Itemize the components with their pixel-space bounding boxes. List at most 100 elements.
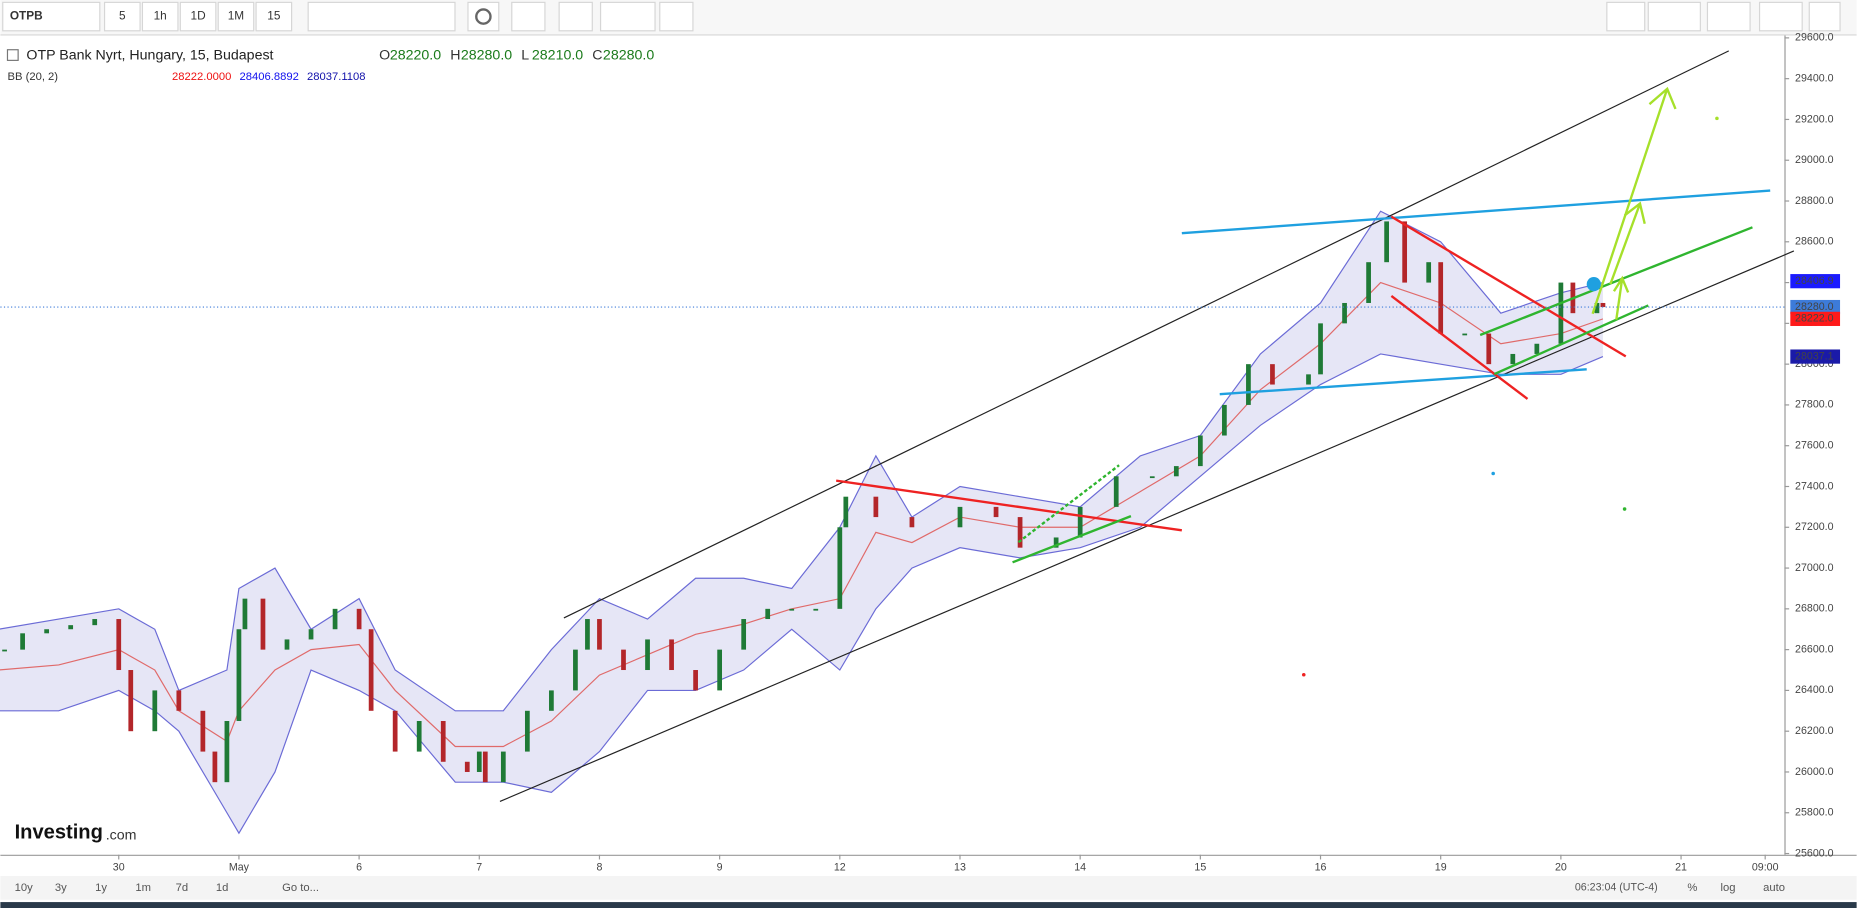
layout-button[interactable]: [1647, 1, 1701, 32]
interval-button[interactable]: [179, 1, 217, 32]
snapshot-button[interactable]: [1606, 1, 1646, 32]
log-toggle[interactable]: log: [1720, 882, 1735, 894]
x-tick-label: 9: [717, 862, 723, 874]
candle: [1534, 343, 1540, 354]
x-tick-label: May: [229, 862, 250, 874]
candle: [116, 619, 122, 671]
candle: [212, 751, 218, 783]
candle: [645, 639, 650, 671]
x-tick-label: 12: [834, 862, 846, 874]
candle: [693, 670, 698, 691]
y-tick-label: 25800.0: [1795, 807, 1834, 819]
y-tick-label: 27800.0: [1795, 399, 1834, 411]
candle: [176, 690, 182, 711]
candle: [200, 710, 206, 752]
candle: [717, 649, 723, 691]
range-button[interactable]: 7d: [176, 882, 189, 894]
y-tick-label: 29600.0: [1795, 32, 1834, 44]
undo-redo[interactable]: [599, 1, 656, 32]
candle: [92, 619, 98, 626]
candle: [1438, 262, 1444, 334]
candle: [1594, 302, 1600, 314]
y-tick-label: 29400.0: [1795, 72, 1834, 84]
footer-bar: [0, 876, 1857, 900]
bottom-strip: [0, 902, 1857, 908]
candle: [1246, 364, 1251, 405]
candle: [957, 506, 963, 528]
interval-label: 15: [267, 9, 281, 23]
candle: [549, 690, 554, 711]
interval-button[interactable]: [141, 1, 179, 32]
interval-label: 1M: [228, 9, 244, 23]
y-tick-label: 28800.0: [1795, 195, 1834, 207]
candle: [524, 710, 530, 752]
candle: [837, 527, 843, 609]
interval-button[interactable]: [217, 1, 255, 32]
range-button[interactable]: 1m: [135, 882, 151, 894]
save-button[interactable]: [1758, 1, 1803, 32]
logo: Investing: [15, 822, 103, 844]
settings-button[interactable]: [467, 1, 500, 32]
y-tick-label: 29200.0: [1795, 113, 1834, 125]
chart-type-group[interactable]: [307, 1, 456, 32]
symbol-box[interactable]: [2, 1, 101, 32]
candle: [20, 633, 25, 650]
load-button[interactable]: [1706, 1, 1751, 32]
y-tick-label: 26600.0: [1795, 643, 1834, 655]
price-tag-label: 28280.0: [1795, 301, 1834, 313]
ohlc-value: 28280.0: [461, 47, 512, 63]
bb-lower: 28037.1108: [307, 71, 366, 83]
candle: [873, 496, 879, 518]
x-tick-label: 8: [596, 862, 602, 874]
candle: [1306, 374, 1311, 385]
auto-toggle[interactable]: auto: [1763, 882, 1785, 894]
candle: [1600, 302, 1606, 308]
candle: [813, 608, 819, 611]
ohlc-key: H: [450, 47, 460, 63]
candle: [1149, 476, 1155, 479]
candle: [1017, 517, 1023, 548]
y-tick-label: 27200.0: [1795, 521, 1834, 533]
candle: [500, 751, 506, 783]
indicators-button[interactable]: [511, 1, 546, 32]
candle: [1486, 333, 1492, 365]
y-tick-label: 27000.0: [1795, 562, 1834, 574]
candle: [1426, 262, 1432, 283]
alert-button[interactable]: [659, 1, 694, 32]
ohlc-value: 28210.0: [532, 47, 583, 63]
compare-button[interactable]: [558, 1, 593, 32]
range-button[interactable]: 10y: [15, 882, 33, 894]
goto[interactable]: Go to...: [282, 882, 319, 894]
fullscreen-button[interactable]: [1808, 1, 1841, 32]
y-tick-label: 26400.0: [1795, 684, 1834, 696]
candle: [260, 598, 266, 650]
x-tick-label: 13: [954, 862, 966, 874]
interval-label: 5: [119, 9, 126, 23]
candle: [368, 629, 374, 711]
candle: [843, 496, 849, 528]
interval-button[interactable]: [255, 1, 293, 32]
candle: [621, 649, 626, 671]
range-button[interactable]: 1d: [216, 882, 229, 894]
candle: [332, 608, 338, 630]
range-button[interactable]: 3y: [55, 882, 67, 894]
bb-band: [0, 211, 1603, 834]
candle: [1077, 506, 1083, 538]
candle: [464, 761, 470, 772]
candle: [1558, 282, 1564, 344]
interval-button[interactable]: [103, 1, 141, 32]
symbol: OTPB: [10, 9, 43, 23]
collapse-icon[interactable]: [6, 49, 19, 61]
interval-label: 1D: [191, 9, 206, 23]
candle: [224, 720, 230, 783]
price-tag-label: 28406.9: [1795, 275, 1834, 287]
price-tag: [1790, 299, 1841, 315]
candle: [68, 625, 74, 630]
candle: [993, 506, 999, 518]
candle: [1342, 302, 1347, 324]
bb-middle: [0, 281, 1604, 748]
percent-toggle[interactable]: %: [1687, 882, 1697, 894]
range-button[interactable]: 1y: [95, 882, 107, 894]
